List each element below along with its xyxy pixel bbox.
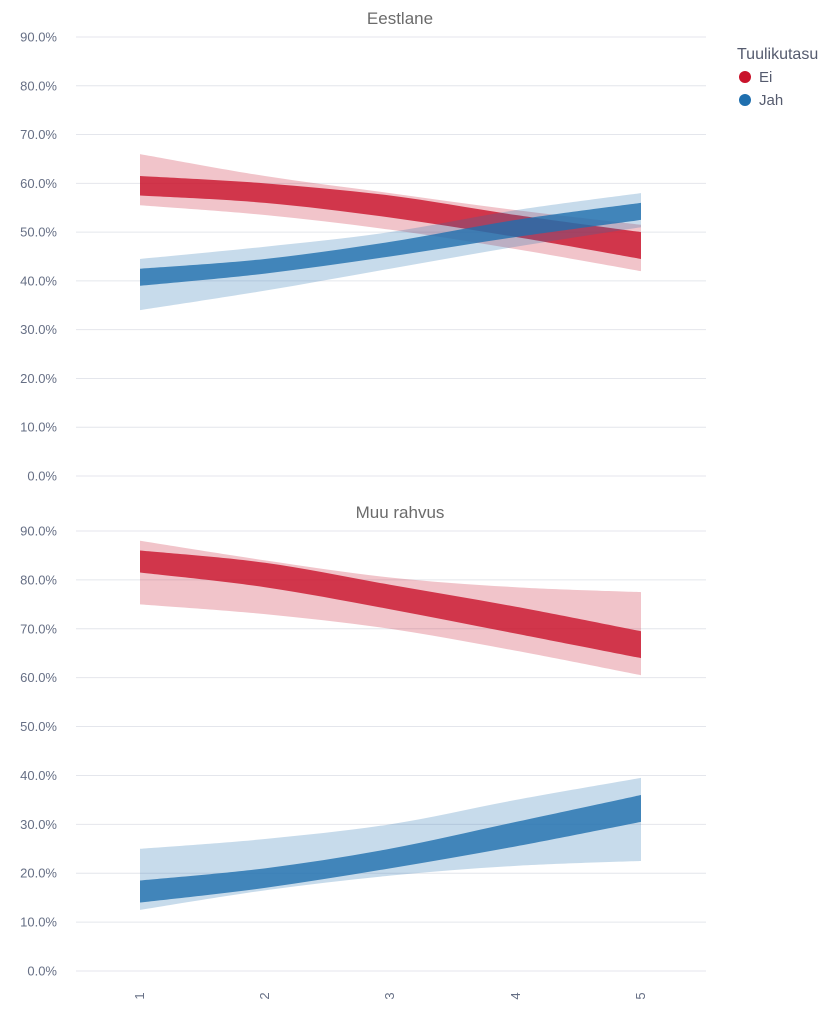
panel-title: Muu rahvus (356, 503, 445, 522)
legend-label: Jah (759, 92, 783, 109)
legend: Tuulikutasu Ei Jah (737, 46, 818, 109)
y-tick-label: 20.0% (20, 866, 57, 881)
y-tick-label: 60.0% (20, 176, 57, 191)
confidence-band-inner (140, 202, 641, 286)
x-tick-label: 3 (382, 992, 397, 999)
x-tick-label: 2 (257, 992, 272, 999)
x-tick-label: 1 (132, 992, 147, 999)
y-tick-label: 30.0% (20, 817, 57, 832)
panel-eestlane: Eestlane 0.0% 10.0% 20.0% 30.0% 40.0% 50.0% 60… (20, 9, 706, 484)
series-ei (140, 540, 641, 676)
confidence-band-inner (140, 795, 641, 903)
legend-label: Ei (759, 69, 772, 86)
y-tick-label: 60.0% (20, 670, 57, 685)
series-ei (140, 154, 641, 272)
legend-marker-ei (739, 71, 751, 83)
y-tick-label: 40.0% (20, 273, 57, 288)
y-tick-label: 0.0% (27, 469, 57, 484)
legend-marker-jah (739, 94, 751, 106)
y-tick-label: 80.0% (20, 572, 57, 587)
y-tick-label: 40.0% (20, 768, 57, 783)
series-jah (140, 777, 641, 910)
y-tick-label: 90.0% (20, 30, 57, 45)
legend-item-ei[interactable]: Ei (739, 69, 772, 86)
y-tick-label: 0.0% (27, 964, 57, 979)
y-tick-label: 20.0% (20, 371, 57, 386)
panel-muu-rahvus: Muu rahvus 0.0% 10.0% 20.0% 30.0% 40.0% 50.0%… (20, 503, 706, 979)
series-jah (140, 193, 641, 311)
panel-title: Eestlane (367, 9, 433, 28)
y-tick-label: 10.0% (20, 420, 57, 435)
confidence-band-inner (140, 176, 641, 259)
y-axis: 0.0% 10.0% 20.0% 30.0% 40.0% 50.0% 60.0% 70.0% 8… (20, 524, 57, 979)
y-tick-label: 30.0% (20, 322, 57, 337)
legend-item-jah[interactable]: Jah (739, 92, 783, 109)
x-tick-label: 5 (633, 992, 648, 999)
x-axis: 1 2 3 4 5 (132, 992, 648, 999)
y-tick-label: 50.0% (20, 225, 57, 240)
y-tick-label: 80.0% (20, 78, 57, 93)
y-tick-label: 50.0% (20, 719, 57, 734)
y-tick-label: 70.0% (20, 621, 57, 636)
x-tick-label: 4 (508, 992, 523, 999)
y-tick-label: 90.0% (20, 524, 57, 539)
y-tick-label: 70.0% (20, 127, 57, 142)
confidence-band-inner (140, 550, 641, 659)
legend-title: Tuulikutasu (737, 46, 818, 63)
y-axis: 0.0% 10.0% 20.0% 30.0% 40.0% 50.0% 60.0% 70.0% 8… (20, 30, 57, 484)
y-tick-label: 10.0% (20, 915, 57, 930)
